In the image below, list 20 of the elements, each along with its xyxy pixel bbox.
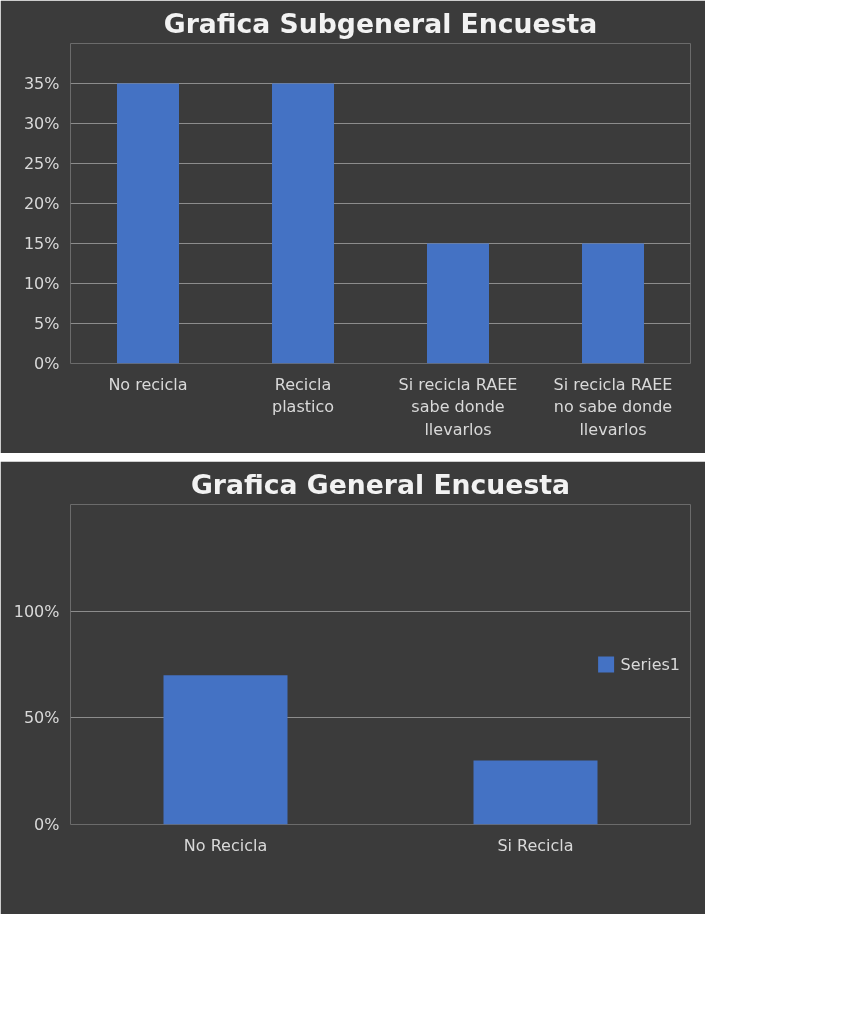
legend-label: Series1 [620, 654, 680, 674]
y-tick-label: 50% [23, 708, 60, 728]
y-tick-label: 100% [13, 601, 60, 621]
x-tick-label: No recicla [108, 374, 188, 394]
y-tick-label: 0% [34, 815, 60, 834]
y-tick-label: 30% [23, 114, 60, 133]
y-tick-label: 0% [34, 354, 60, 373]
x-tick-label: Recicla plastico [271, 374, 335, 417]
x-tick-label: No Recicla [183, 835, 268, 855]
y-tick-label: 20% [23, 194, 60, 213]
y-tick-label: 25% [23, 154, 60, 173]
y-tick-label: 35% [23, 74, 60, 93]
y-tick-label: 15% [23, 234, 60, 253]
chart-title: Grafica Subgeneral Encuesta [163, 7, 598, 39]
y-tick-label: 10% [23, 274, 60, 293]
x-tick-label: Si Recicla [497, 835, 574, 855]
x-tick-label: Si recicla RAEE no sabe donde llevarlos [553, 374, 673, 440]
y-tick-label: 5% [34, 314, 60, 333]
chart-title: Grafica General Encuesta [190, 468, 571, 500]
x-tick-label: Si recicla RAEE sabe donde llevarlos [398, 374, 518, 440]
